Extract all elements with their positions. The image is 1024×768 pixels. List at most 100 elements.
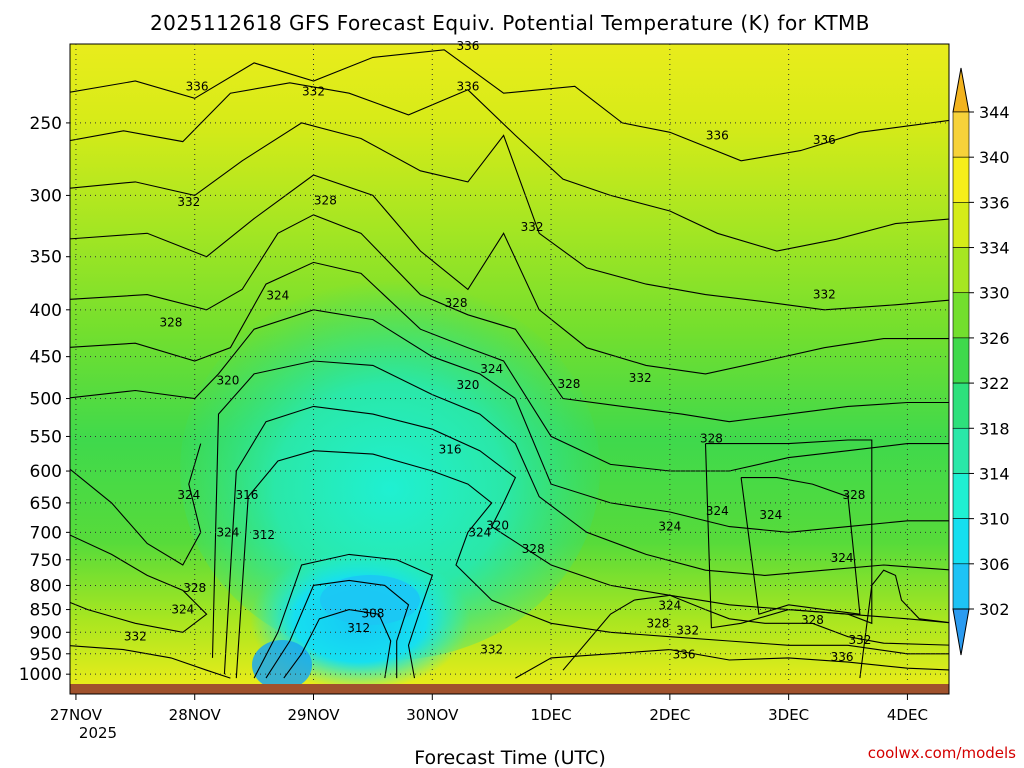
contour-line <box>211 360 949 658</box>
x-tick-label: 27NOV <box>50 706 103 724</box>
contour-label: 332 <box>480 643 503 657</box>
y-tick-label: 350 <box>30 248 62 268</box>
colorbar-segment <box>952 111 970 158</box>
y-tick-label: 250 <box>30 114 62 134</box>
contour-line <box>70 122 949 311</box>
contour-line <box>859 569 949 679</box>
dry-core-region <box>180 280 600 660</box>
colorbar-bottom-arrow <box>952 608 970 656</box>
contour-line <box>70 82 949 252</box>
y-tick-label: 800 <box>30 576 62 596</box>
colorbar-segment <box>952 337 970 384</box>
contour-label: 328 <box>843 488 866 502</box>
contour-label: 336 <box>186 79 209 93</box>
x-tick-label: 3DEC <box>768 706 809 724</box>
contour-label: 316 <box>439 442 462 456</box>
contour-label: 336 <box>456 79 479 93</box>
low-cold-region <box>252 640 312 684</box>
contour-label: 332 <box>813 288 836 302</box>
colorbar-label: 322 <box>979 374 1010 393</box>
contour-line <box>70 645 231 679</box>
contour-label: 332 <box>302 84 325 98</box>
colorbar-label: 344 <box>979 103 1010 122</box>
contour-label: 332 <box>629 371 652 385</box>
x-tick-label: 4DEC <box>887 706 928 724</box>
y-tick-label: 450 <box>30 348 62 368</box>
contour-line <box>562 594 949 671</box>
contour-line <box>70 443 202 566</box>
plot-frame <box>69 43 950 695</box>
colorbar-label: 302 <box>979 600 1010 619</box>
y-tick-label: 900 <box>30 623 62 643</box>
contour-label: 336 <box>831 650 854 664</box>
contour-label: 324 <box>217 525 240 539</box>
contour-line <box>283 609 392 679</box>
ground-strip <box>70 684 949 694</box>
contour-label: 324 <box>658 598 681 612</box>
colorbar-label: 318 <box>979 419 1010 438</box>
contour-label: 332 <box>676 624 699 638</box>
colorbar-label: 336 <box>979 193 1010 212</box>
colorbar-segment <box>952 427 970 474</box>
contour-label: 332 <box>124 630 147 644</box>
y-axis: 2503003504004505005506006507007508008509… <box>19 114 70 685</box>
y-tick-label: 1000 <box>19 665 62 685</box>
contour-label: 336 <box>813 133 836 147</box>
colorbar-segment <box>952 563 970 610</box>
contour-label: 308 <box>361 606 384 620</box>
contour-line <box>265 579 410 679</box>
grid-lines <box>70 44 949 684</box>
colorbar-segment <box>952 473 970 519</box>
plot-field <box>70 44 949 684</box>
contour-line <box>704 439 873 629</box>
x-tick-label: 2DEC <box>649 706 690 724</box>
y-tick-label: 750 <box>30 551 62 571</box>
contour-label: 324 <box>480 362 503 376</box>
y-tick-label: 600 <box>30 462 62 482</box>
colorbar-label: 334 <box>979 239 1010 258</box>
credit-text: coolwx.com/models <box>868 744 1016 762</box>
y-tick-label: 300 <box>30 186 62 206</box>
contour-label: 324 <box>658 520 681 534</box>
contour-line <box>70 174 949 375</box>
y-tick-label: 950 <box>30 645 62 665</box>
contour-label: 324 <box>177 488 200 502</box>
colorbar-top-arrow <box>952 67 970 113</box>
colorbar-segment <box>952 518 970 565</box>
contour-lines <box>70 49 949 679</box>
contour-label: 324 <box>171 603 194 617</box>
colorbar-label: 326 <box>979 329 1010 348</box>
contour-label: 328 <box>160 316 183 330</box>
contour-label: 328 <box>314 194 337 208</box>
colorbar: 344 340 336 334 330 326 322 318 314 310 306 302 <box>952 67 1010 656</box>
contour-label: 320 <box>456 378 479 392</box>
y-tick-label: 500 <box>30 390 62 410</box>
colorbar-label: 330 <box>979 284 1010 303</box>
contour-label: 328 <box>647 616 670 630</box>
contour-labels: 336 336 336 336 336 336 336 332 332 332 332 332 332 3… <box>124 39 871 664</box>
contour-line <box>515 649 949 679</box>
y-tick-label: 400 <box>30 301 62 321</box>
contour-label: 312 <box>252 528 275 542</box>
colorbar-label: 314 <box>979 464 1010 483</box>
x-tick-label: 1DEC <box>531 706 572 724</box>
contour-line <box>70 534 208 633</box>
contour-label: 316 <box>236 488 259 502</box>
contour-label: 336 <box>673 648 696 662</box>
contour-label: 324 <box>266 289 289 303</box>
contour-label: 328 <box>445 296 468 310</box>
contour-label: 328 <box>700 432 723 446</box>
x-axis: 27NOV 28NOV 29NOV 30NOV 1DEC 2DEC 3DEC 4DEC <box>50 694 928 724</box>
colorbar-segment <box>952 156 970 203</box>
colorbar-label: 310 <box>979 510 1010 529</box>
contour-label: 320 <box>217 374 240 388</box>
chart-title: 2025112618 GFS Forecast Equiv. Potential… <box>150 11 870 35</box>
contour-label: 324 <box>759 508 782 522</box>
colorbar-segment <box>952 382 970 429</box>
y-tick-label: 550 <box>30 427 62 447</box>
contour-label: 332 <box>848 633 871 647</box>
contour-label: 328 <box>801 613 824 627</box>
y-tick-label: 650 <box>30 494 62 514</box>
y-tick-label: 850 <box>30 601 62 621</box>
